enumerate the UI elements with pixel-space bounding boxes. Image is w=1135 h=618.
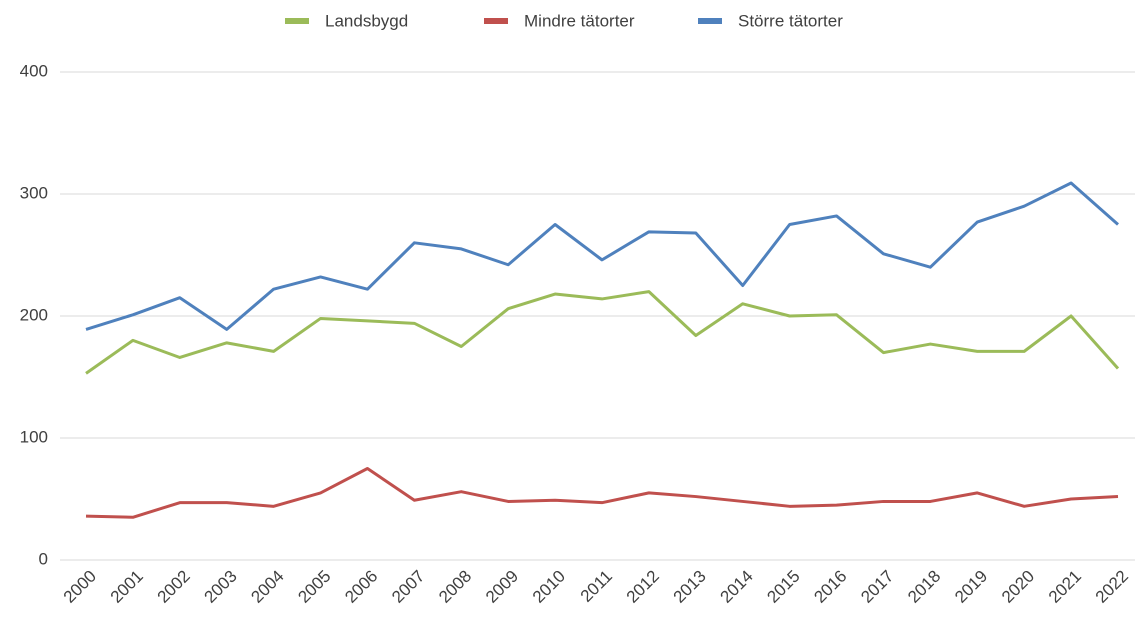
legend-swatch	[484, 18, 508, 24]
x-tick-label: 2020	[998, 567, 1038, 607]
x-tick-label: 2002	[154, 567, 194, 607]
x-tick-label: 2016	[810, 567, 850, 607]
legend-swatch	[285, 18, 309, 24]
y-tick-label: 300	[20, 183, 48, 202]
legend-label: Mindre tätorter	[524, 11, 635, 30]
x-tick-label: 2001	[107, 567, 147, 607]
line-series	[85, 181, 1119, 331]
x-tick-label: 2011	[577, 567, 616, 606]
x-tick-label: 2014	[717, 567, 757, 607]
x-tick-label: 2013	[670, 567, 710, 607]
x-tick-label: 2022	[1092, 567, 1132, 607]
y-tick-label: 400	[20, 61, 48, 80]
x-tick-label: 2019	[951, 567, 991, 607]
x-tick-label: 2012	[623, 567, 663, 607]
x-tick-label: 2004	[247, 567, 287, 607]
legend-swatch	[698, 18, 722, 24]
line-series	[85, 467, 1119, 519]
y-tick-label: 200	[20, 305, 48, 324]
x-tick-label: 2008	[435, 567, 475, 607]
x-tick-label: 2006	[341, 567, 381, 607]
y-tick-label: 100	[20, 427, 48, 446]
line-series	[85, 290, 1120, 375]
legend-label: Större tätorter	[738, 11, 843, 30]
x-tick-label: 2018	[904, 567, 944, 607]
x-tick-label: 2010	[529, 567, 569, 607]
y-tick-label: 0	[39, 549, 48, 568]
x-tick-label: 2015	[763, 567, 803, 607]
x-tick-label: 2021	[1045, 567, 1085, 607]
legend-label: Landsbygd	[325, 11, 408, 30]
x-tick-label: 2009	[482, 567, 522, 607]
x-tick-label: 2005	[294, 567, 334, 607]
x-tick-label: 2007	[388, 567, 428, 607]
x-tick-label: 2017	[857, 567, 897, 607]
x-tick-label: 2000	[60, 567, 100, 607]
x-tick-label: 2003	[201, 567, 241, 607]
